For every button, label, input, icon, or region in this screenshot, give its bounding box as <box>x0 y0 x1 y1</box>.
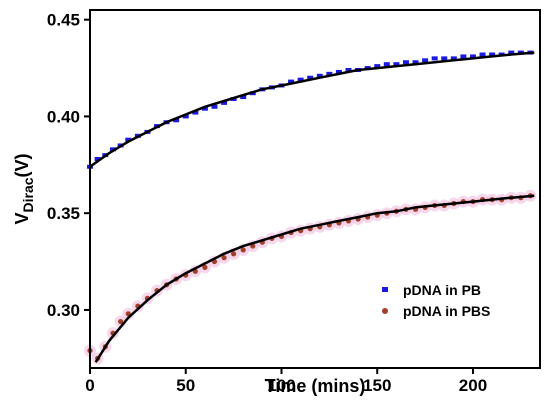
pb-data-point <box>489 52 496 57</box>
pb-data-point <box>393 62 400 67</box>
pb-fit-curve <box>89 51 535 168</box>
pb-data-point <box>469 54 476 59</box>
y-tick-label: 0.40 <box>47 107 80 126</box>
pb-data-point <box>182 114 189 119</box>
pb-data-point <box>374 64 381 69</box>
pb-data-point <box>508 50 515 55</box>
pbs-data-point <box>221 255 227 261</box>
pb-data-point <box>326 71 333 76</box>
pb-data-point <box>383 62 390 67</box>
pb-data-point <box>402 60 409 65</box>
x-tick-label: 100 <box>267 376 295 395</box>
pb-data-point <box>316 73 323 78</box>
pb-data-point <box>450 56 457 61</box>
legend-label: pDNA in PB <box>403 282 481 298</box>
x-tick-label: 50 <box>176 376 195 395</box>
pb-data-point <box>479 52 486 57</box>
y-tick-label: 0.35 <box>47 204 80 223</box>
x-tick-label: 0 <box>85 376 94 395</box>
pb-data-point <box>94 157 101 162</box>
pbs-fit-curve <box>94 194 535 363</box>
pb-data-point <box>240 95 247 100</box>
pb-data-point <box>431 56 438 61</box>
pb-data-point <box>201 106 208 111</box>
pb-data-point <box>221 100 228 105</box>
pbs-data-point <box>240 247 246 253</box>
pbs-glow-layer <box>84 189 537 365</box>
pb-data-point <box>211 104 218 109</box>
y-axis-title-main: V <box>12 213 32 225</box>
legend: pDNA in PB pDNA in PBS <box>382 282 490 319</box>
pb-data-point <box>192 110 199 115</box>
pb-data-point <box>441 56 448 61</box>
pbs-data-point <box>231 251 237 257</box>
y-axis-title-unit: (V) <box>12 153 32 177</box>
y-tick-label: 0.30 <box>47 301 80 320</box>
pb-data-point <box>335 69 342 74</box>
pb-data-point <box>173 118 180 123</box>
plot-frame <box>89 9 541 369</box>
legend-marker-pb <box>382 287 388 292</box>
pb-data-point <box>307 75 314 80</box>
legend-marker-pbs <box>382 308 388 314</box>
x-tick-label: 150 <box>363 376 391 395</box>
pb-data-point <box>345 67 352 72</box>
pb-data-point <box>288 79 295 84</box>
pb-data-point <box>109 147 116 152</box>
pb-data-point <box>297 77 304 82</box>
x-axis-title: Time (mins) <box>265 376 366 396</box>
legend-label: pDNA in PBS <box>403 303 490 319</box>
fit-curves-layer <box>89 51 535 363</box>
pbs-data-point <box>118 318 124 325</box>
pb-data-point <box>412 60 419 65</box>
pb-data-point <box>460 54 467 59</box>
x-axis-ticks: 0 50 100 150 200 <box>85 368 487 395</box>
y-axis-title: VDirac(V) <box>12 153 36 224</box>
y-axis-ticks: 0.30 0.35 0.40 0.45 <box>47 11 90 320</box>
y-tick-label: 0.45 <box>47 11 80 30</box>
x-tick-label: 200 <box>459 376 487 395</box>
pbs-data-point <box>202 264 208 270</box>
pb-data-point <box>125 137 132 142</box>
pb-data-point <box>422 58 429 63</box>
y-axis-title-subscript: Dirac <box>20 177 36 212</box>
